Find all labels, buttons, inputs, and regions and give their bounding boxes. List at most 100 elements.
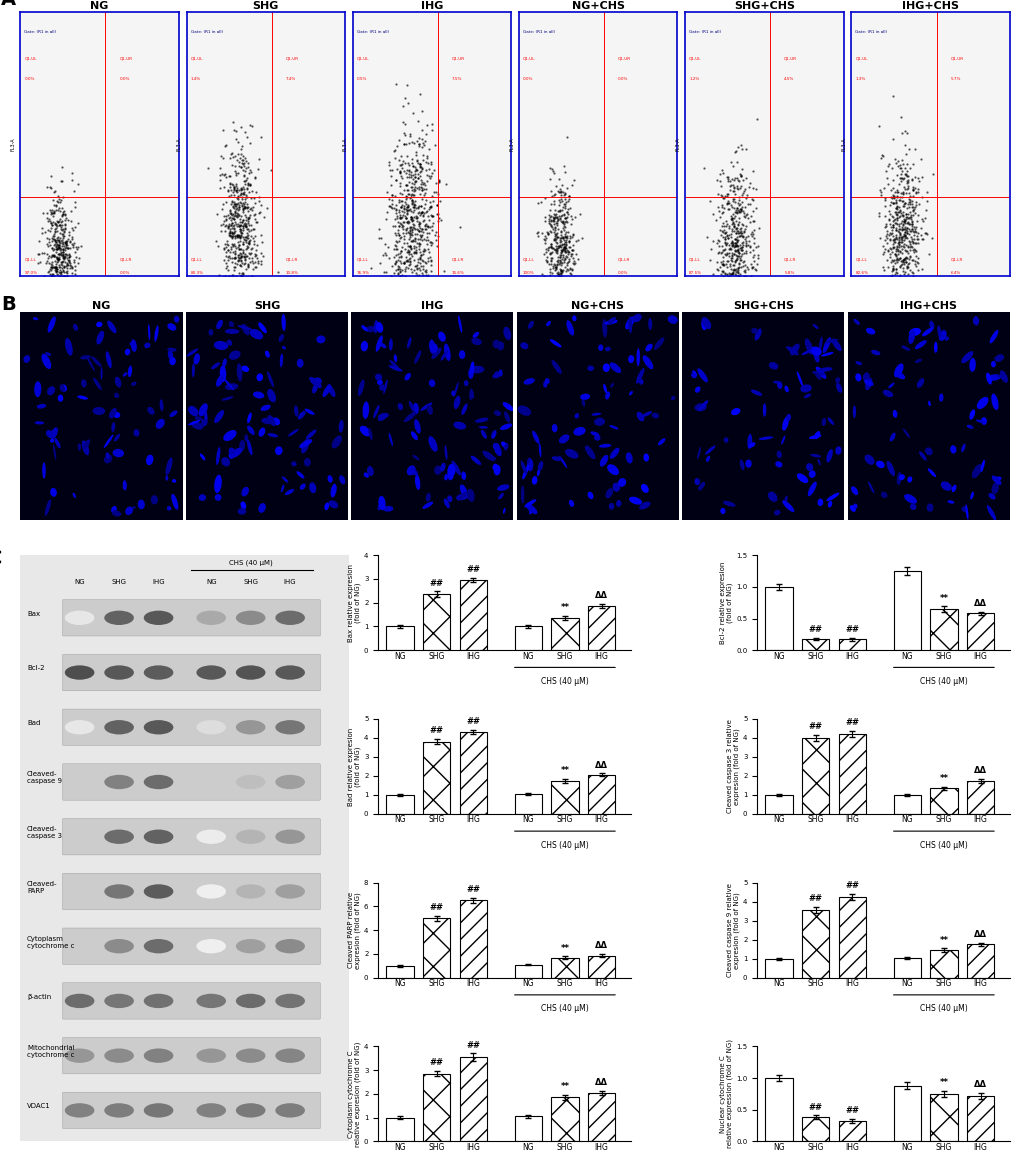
Ellipse shape	[377, 379, 382, 385]
Point	[900, 219, 916, 238]
Point	[44, 239, 60, 257]
Ellipse shape	[144, 994, 173, 1008]
Point	[239, 155, 256, 173]
Point	[409, 212, 425, 231]
Point	[558, 256, 575, 274]
Point	[382, 278, 398, 296]
Point	[901, 241, 917, 259]
Point	[55, 277, 71, 295]
Point	[389, 244, 406, 263]
Point	[728, 218, 744, 236]
Point	[422, 197, 438, 216]
Point	[541, 261, 557, 279]
Point	[227, 146, 244, 165]
Point	[256, 208, 272, 226]
Point	[49, 249, 65, 267]
Text: Q1-LR: Q1-LR	[119, 257, 131, 262]
Point	[226, 180, 243, 198]
Point	[889, 244, 905, 263]
Point	[900, 285, 916, 303]
Point	[417, 190, 433, 209]
Ellipse shape	[830, 339, 841, 352]
Ellipse shape	[996, 476, 1001, 480]
Point	[549, 210, 566, 228]
Point	[403, 208, 419, 226]
Point	[406, 134, 422, 152]
Point	[728, 293, 744, 311]
Point	[50, 274, 66, 293]
Point	[232, 213, 249, 232]
Point	[546, 206, 562, 225]
Text: FL3-A: FL3-A	[342, 137, 347, 151]
Point	[729, 231, 745, 249]
Point	[551, 254, 568, 272]
Ellipse shape	[478, 425, 488, 429]
Ellipse shape	[865, 327, 874, 334]
Point	[556, 238, 573, 256]
Point	[392, 242, 409, 261]
Point	[235, 337, 252, 355]
Bar	[514, 965, 541, 978]
Point	[900, 214, 916, 233]
Point	[415, 186, 431, 204]
Point	[43, 205, 59, 224]
Point	[729, 179, 745, 197]
Point	[69, 254, 86, 272]
Point	[400, 253, 417, 271]
Point	[44, 229, 60, 248]
Point	[540, 205, 556, 224]
Point	[398, 250, 415, 269]
Point	[726, 261, 742, 279]
Bar	[514, 626, 541, 650]
Point	[255, 247, 271, 265]
Point	[59, 236, 75, 255]
Point	[744, 258, 760, 277]
Point	[235, 166, 252, 184]
Ellipse shape	[306, 430, 316, 439]
Point	[884, 238, 901, 256]
Text: Q1-LL: Q1-LL	[191, 257, 202, 262]
Point	[54, 229, 70, 248]
Point	[391, 205, 408, 224]
Point	[226, 210, 243, 228]
Point	[225, 183, 242, 202]
Point	[545, 271, 561, 289]
Point	[421, 193, 437, 211]
Point	[50, 250, 66, 269]
Point	[231, 153, 248, 172]
Point	[541, 238, 557, 256]
Point	[236, 149, 253, 167]
Point	[232, 184, 249, 203]
Ellipse shape	[864, 378, 871, 390]
Point	[222, 201, 238, 219]
Point	[403, 261, 419, 279]
Point	[556, 257, 573, 276]
Ellipse shape	[921, 327, 932, 337]
Point	[43, 255, 59, 273]
Point	[566, 289, 582, 308]
Ellipse shape	[903, 495, 916, 504]
Point	[390, 226, 407, 244]
Point	[60, 256, 76, 274]
Point	[230, 226, 247, 244]
Point	[404, 247, 420, 265]
Point	[223, 145, 239, 164]
Ellipse shape	[405, 372, 411, 380]
Ellipse shape	[784, 496, 787, 503]
Point	[555, 205, 572, 224]
Point	[222, 224, 238, 242]
Point	[218, 136, 234, 155]
Point	[237, 227, 254, 246]
Point	[404, 279, 420, 297]
Point	[224, 227, 240, 246]
Point	[545, 209, 561, 227]
Point	[892, 231, 908, 249]
Point	[49, 212, 65, 231]
Ellipse shape	[492, 340, 499, 348]
Point	[414, 189, 430, 208]
Point	[229, 309, 246, 327]
Point	[66, 301, 83, 319]
Point	[69, 239, 86, 257]
Point	[882, 206, 899, 225]
Point	[429, 196, 445, 214]
